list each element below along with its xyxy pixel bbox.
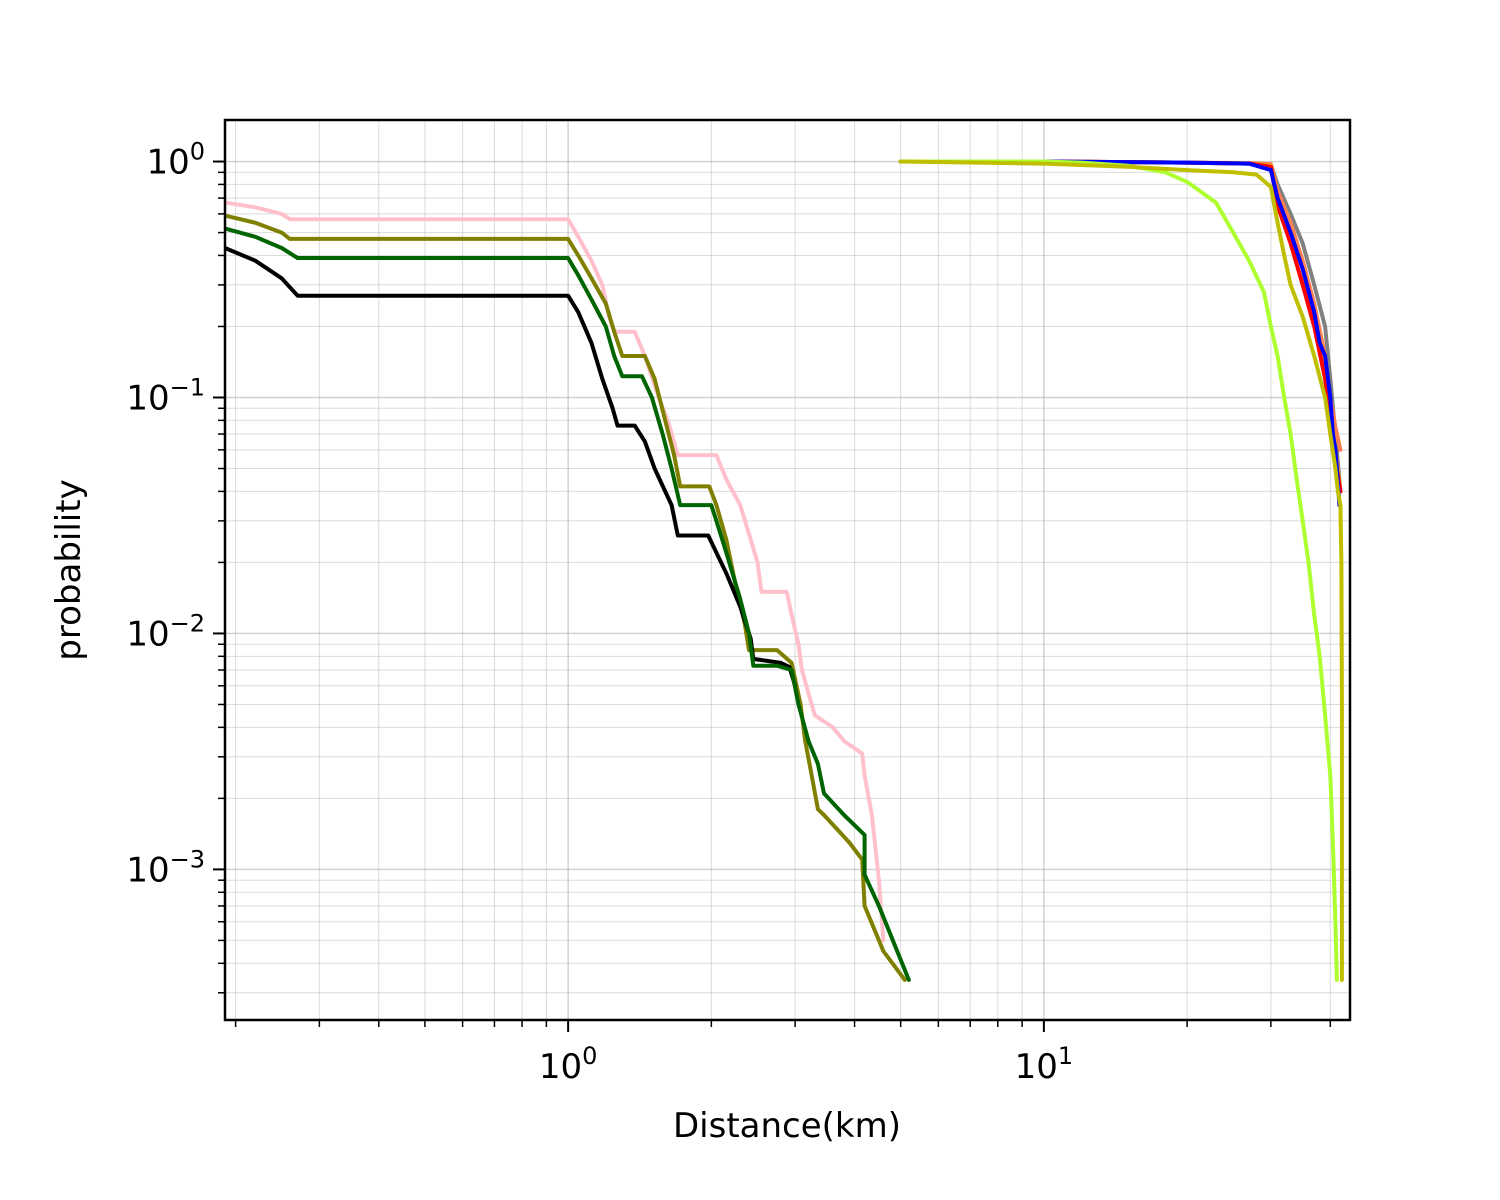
y-tick-label: 10−2 [126, 609, 205, 654]
y-tick-label: 100 [146, 138, 205, 183]
series-line-1 [225, 200, 886, 943]
grid [225, 120, 1350, 1020]
series-line-4 [225, 226, 911, 982]
plot-area [225, 159, 1344, 982]
x-tick-label: 100 [539, 1042, 598, 1087]
axes-frame [223, 118, 1352, 1022]
y-axis-label: probability [49, 479, 89, 660]
ticks [213, 160, 1332, 1032]
series-line-11 [898, 159, 1344, 982]
series-line-10 [898, 159, 1339, 982]
x-tick-label: 101 [1015, 1042, 1074, 1087]
x-axis-label: Distance(km) [673, 1106, 901, 1146]
series-line-2 [225, 213, 907, 982]
y-tick-label: 10−1 [126, 373, 205, 418]
y-tick-label: 10−3 [126, 845, 205, 890]
series-line-9 [898, 159, 1342, 508]
tick-labels: 100 101 100 10−1 10−2 10−3 [126, 138, 1073, 1087]
series-group [225, 159, 1344, 982]
